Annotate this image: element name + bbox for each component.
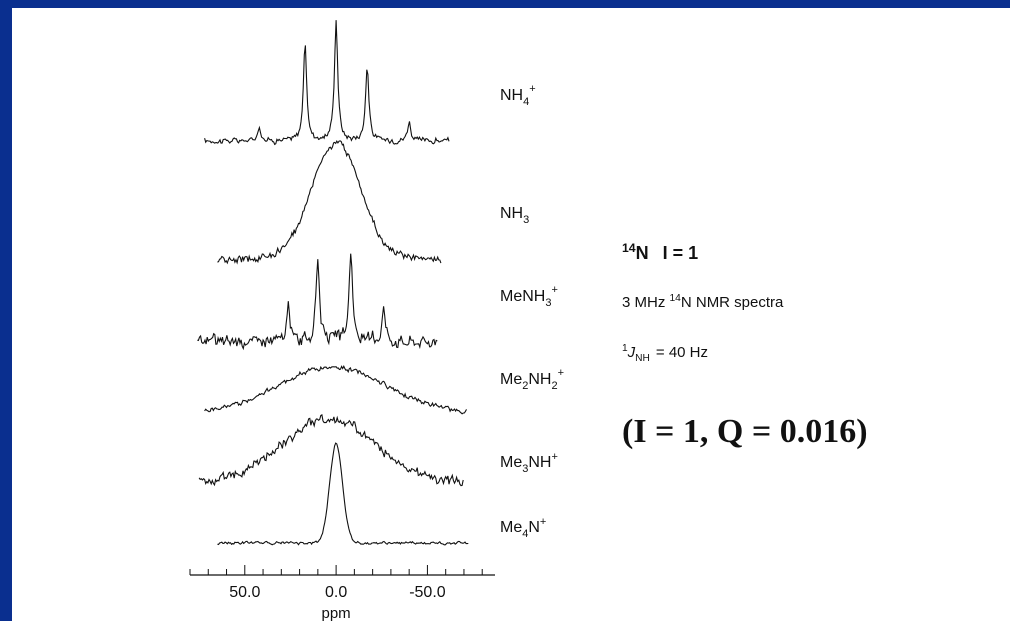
nucleus-mass-number: 14 [622,241,636,255]
series-label-part: MeNH [500,288,545,305]
series-label-part: 3 [523,214,529,226]
series-label-part: Me [500,454,522,471]
freq-suffix: N NMR spectra [680,294,784,311]
series-label-part: NH [528,454,551,471]
coupling-nuclei: NH [635,353,650,364]
series-label-part: + [558,367,564,379]
series-label-part: N [528,519,540,536]
series-label-3: Me2NH2+ [500,367,564,392]
x-tick-label-0: 50.0 [229,584,260,601]
series-label-5: Me4N+ [500,516,546,540]
coupling-value: = 40 Hz [655,344,709,361]
series-label-part: + [551,451,557,463]
series-label-part: NH [528,371,551,388]
series-label-part: + [551,284,557,296]
series-label-part: 3 [545,297,551,309]
freq-prefix: 3 MHz [622,294,670,311]
spectrometer-frequency-label: 3 MHz 14N NMR spectra [622,293,784,311]
coupling-constant-label: 1JNH = 40 Hz [622,343,709,364]
series-label-part: Me [500,371,522,388]
series-label-part: 2 [551,380,557,392]
series-label-part: 4 [522,528,528,540]
x-axis-title: ppm [322,605,351,621]
slide: NH4+ NH3 MeNH3+ Me2NH2+ Me3NH+ Me4N+ 50.0 0.0 -5… [12,8,1010,621]
series-label-part: NH [500,87,523,104]
series-label-part: NH [500,205,523,222]
freq-mass-number: 14 [669,293,681,304]
series-label-0: NH4+ [500,83,536,108]
quadrupole-label: (I = 1, Q = 0.016) [622,413,868,450]
series-label-4: Me3NH+ [500,451,558,475]
x-tick-label-1: 0.0 [325,584,347,601]
spectrum-trace-4 [198,414,464,487]
nucleus-symbol: N [635,243,649,263]
series-label-part: 4 [523,96,529,108]
coupling-symbol: J [627,344,636,361]
series-label-1: NH3 [500,205,529,226]
series-label-part: + [529,83,535,95]
series-label-2: MeNH3+ [500,284,558,309]
nucleus-spin-label: 14N I = 1 [622,241,699,264]
coupling-bond-count: 1 [622,343,628,354]
series-label-part: 2 [522,380,528,392]
series-label-part: Me [500,519,522,536]
spectrum-trace-3 [204,365,467,415]
series-label-part: 3 [522,463,528,475]
x-tick-label-2: -50.0 [409,584,446,601]
spin-text: I = 1 [662,243,699,263]
spectrum-trace-0 [204,20,450,146]
series-label-part: + [540,516,546,528]
spectrum-trace-5 [217,442,469,546]
spectrum-trace-1 [217,139,442,265]
spectrum-trace-2 [197,253,438,351]
